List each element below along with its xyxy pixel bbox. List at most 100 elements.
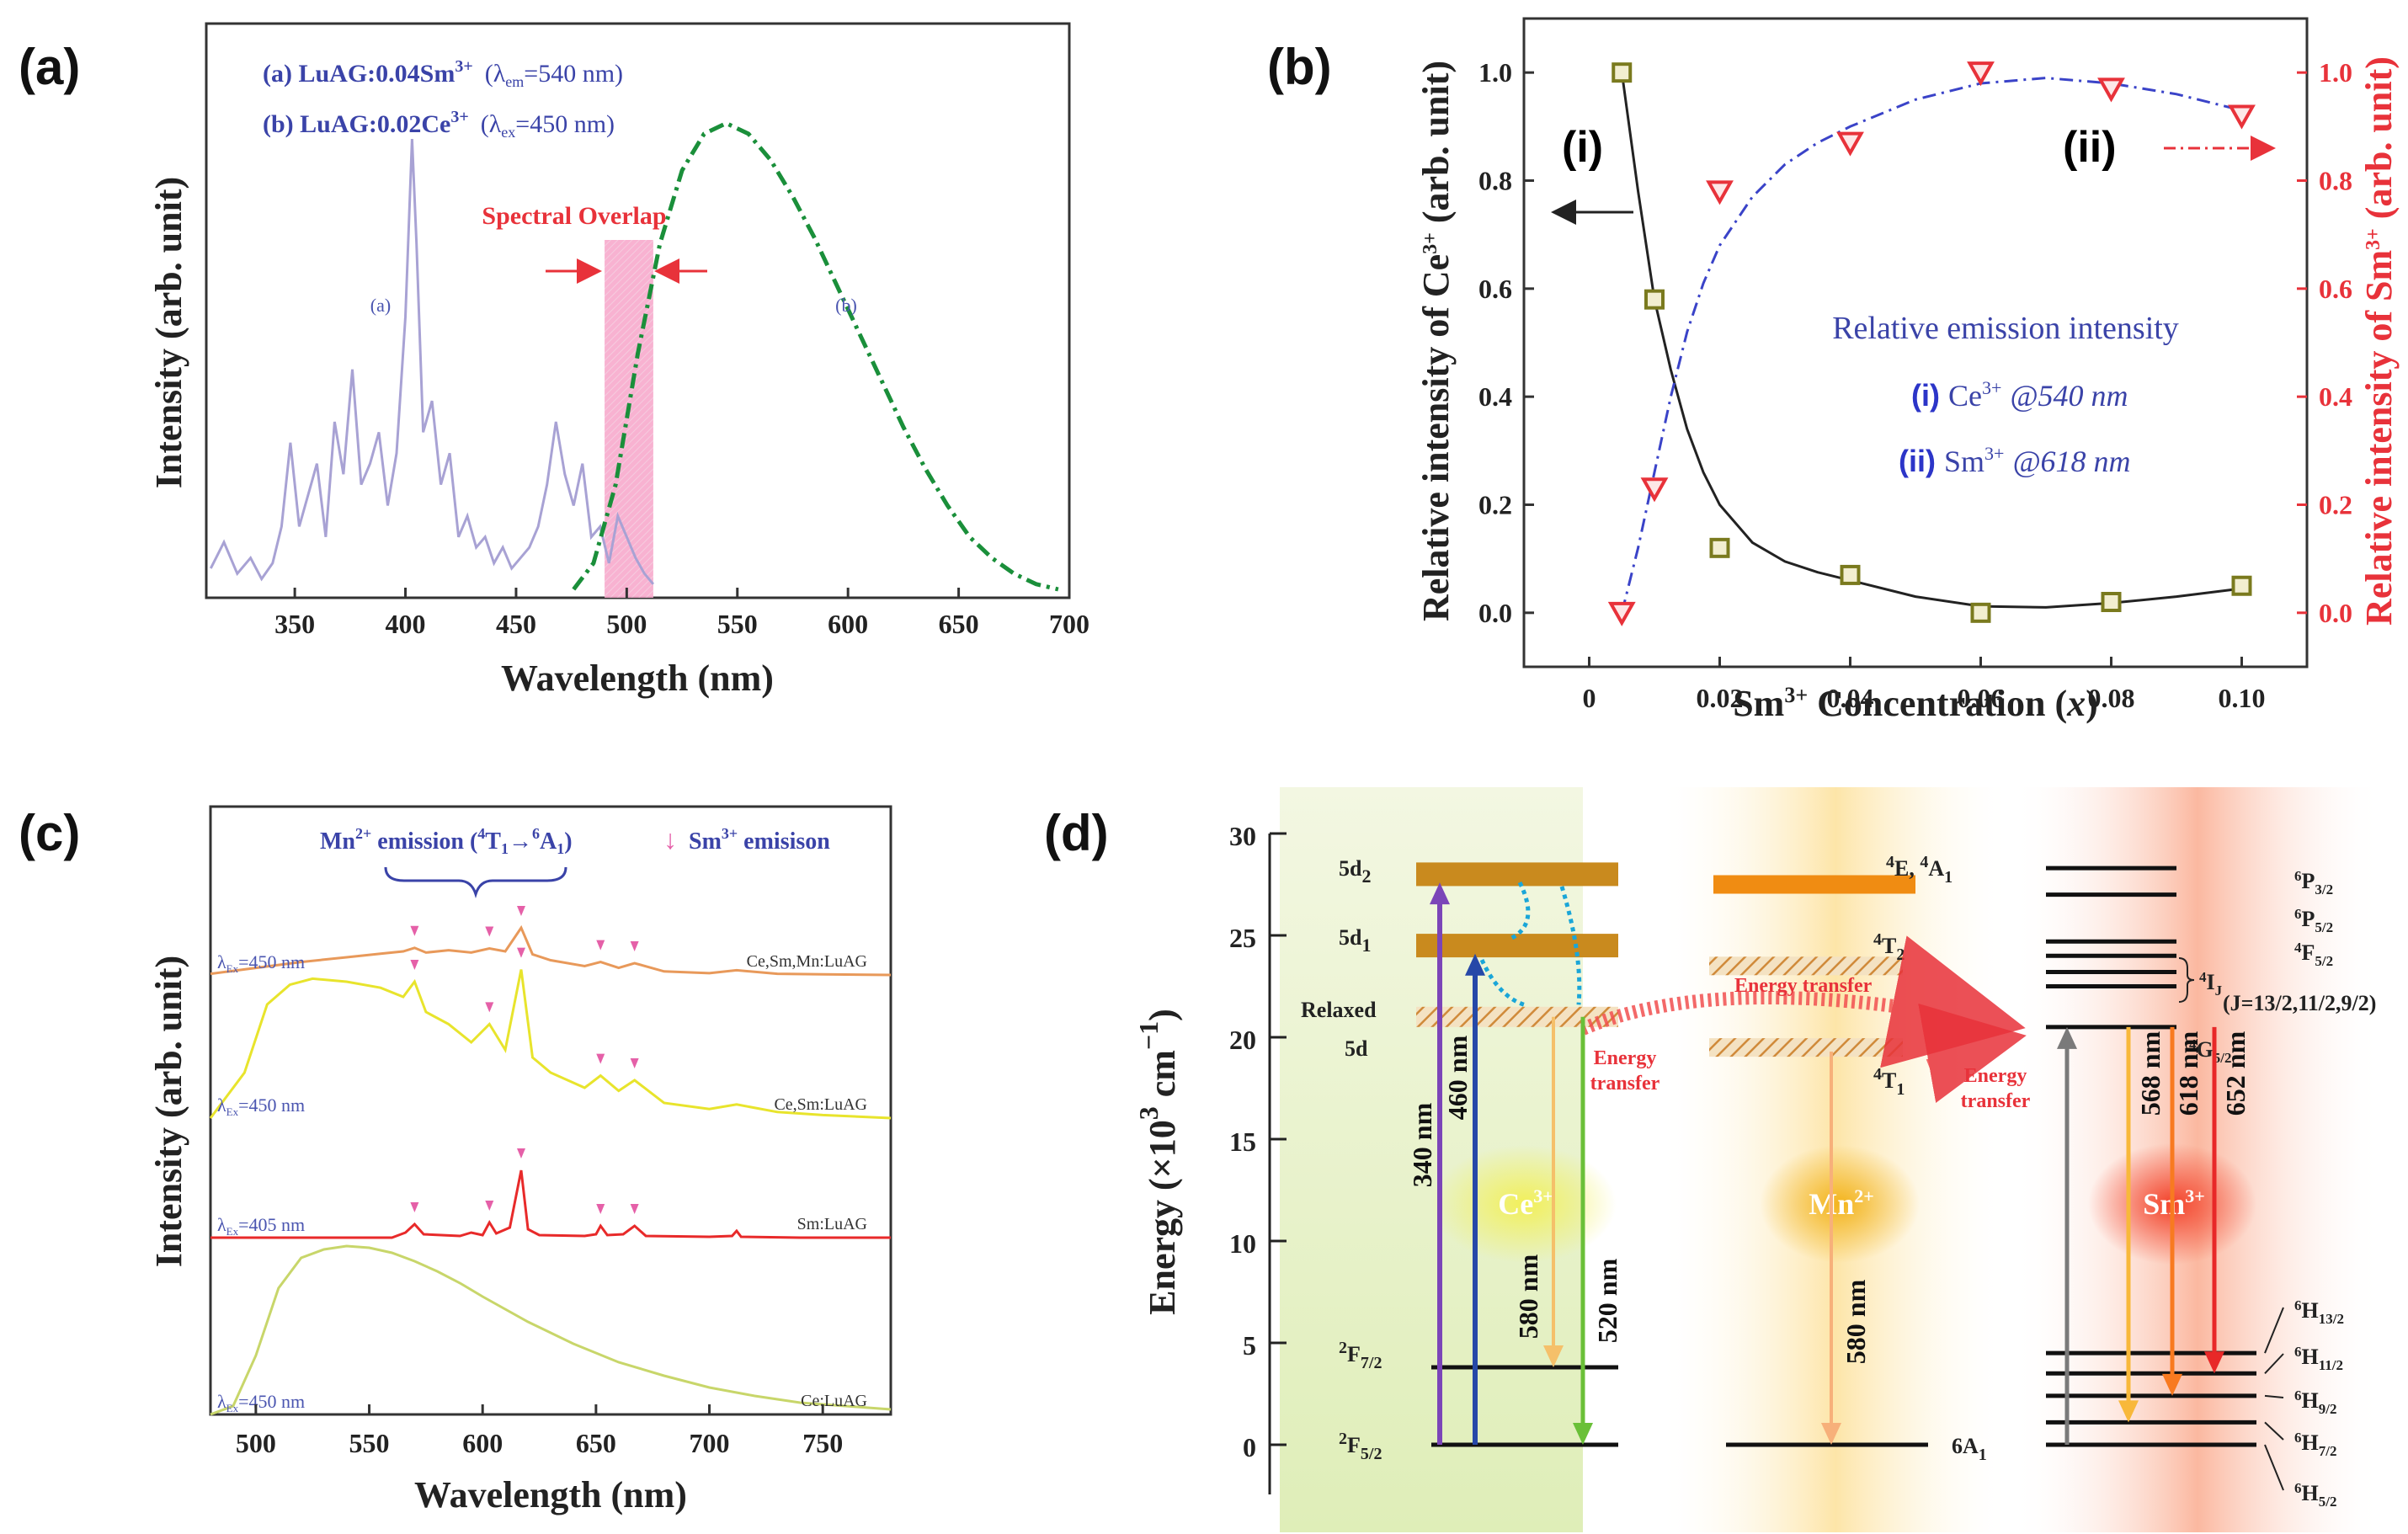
panel-d-ytick-label: 5 xyxy=(1243,1330,1256,1361)
sm-peak-marker-icon xyxy=(410,925,419,936)
sm-ex-arrow-head xyxy=(2057,1026,2077,1049)
panel-c-ylabel: Intensity (arb. unit) xyxy=(148,956,189,1267)
spectral-overlap-label: Spectral Overlap xyxy=(482,202,666,230)
panel-d-ytick-label: 10 xyxy=(1229,1228,1256,1259)
panel-b-legend-title: Relative emission intensity xyxy=(1832,311,2179,346)
sm-upper-level-label: 4IJ xyxy=(2199,969,2223,999)
panel-label-d: (d) xyxy=(1044,805,1109,861)
sm-upper-level-label: 6P3/2 xyxy=(2294,868,2333,897)
panel-b-point-i xyxy=(2101,592,2122,612)
panel-b-point-ii xyxy=(2228,104,2256,130)
curve-b-label: (b) xyxy=(835,295,857,316)
panel-c-xtick-label: 700 xyxy=(690,1428,730,1458)
panel-b-frame xyxy=(1522,17,2309,668)
panel-b-point-i xyxy=(1612,62,1633,83)
sm-peak-marker-icon xyxy=(516,906,525,916)
ce-relaxed-5d-label: 5d xyxy=(1345,1036,1368,1061)
panel-b: 0 0.02 0.04 0.06 0.08 0.10 0.0 0.0 0.2 0.2 0.4 0.4 0… xyxy=(1415,17,2400,724)
mn-4T1-label: 4T1 xyxy=(1873,1065,1905,1099)
panel-c-sample-label: Sm:LuAG xyxy=(797,1215,867,1233)
panel-c: Ce,Sm,Mn:LuAG λEx=450 nm Ce,Sm:LuAG λEx=450… xyxy=(148,805,892,1515)
ce-ex-460-label: 460 nm xyxy=(1442,1035,1473,1120)
panel-b-xtick-label: 0.06 xyxy=(1958,683,2005,713)
panel-b-ytick-left-label: 0.0 xyxy=(1478,598,1512,628)
panel-b-xtick-label: 0 xyxy=(1583,683,1596,713)
panel-a-xtick-label: 700 xyxy=(1049,609,1089,639)
panel-b-ytick-left-label: 0.8 xyxy=(1478,166,1512,196)
sm-em-568-label: 568 nm xyxy=(2135,1031,2166,1116)
panel-c-xlabel: Wavelength (nm) xyxy=(414,1474,687,1515)
panel-b-point-ii xyxy=(1836,131,1864,157)
ce-5d2-level xyxy=(1416,862,1618,887)
sm-level-connector xyxy=(2264,1353,2284,1374)
panel-a-xlabel: Wavelength (nm) xyxy=(501,658,774,699)
sm-ion-label: Sm3+ xyxy=(2143,1185,2205,1221)
ce-5d1-label: 5d1 xyxy=(1339,925,1371,956)
panel-a: 350 400 450 500 550 600 650 700 Wavelength (nm)… xyxy=(148,22,1089,699)
sm-ij-note: (J=13/2,11/2,9/2) xyxy=(2223,991,2376,1015)
ce-em-580-arrow-head xyxy=(1543,1345,1564,1368)
panel-label-b: (b) xyxy=(1267,39,1332,95)
sm-lower-level-label: 6H5/2 xyxy=(2294,1480,2336,1510)
panel-b-legend-ii: (ii) Sm3+ @618 nm xyxy=(1899,443,2131,478)
sm-peak-marker-icon xyxy=(410,960,419,970)
panel-b-point-i xyxy=(1709,537,1730,558)
panel-c-xtick-label: 650 xyxy=(576,1428,616,1458)
panel-d-ytick-label: 0 xyxy=(1243,1432,1256,1462)
sm-peak-marker-icon xyxy=(596,940,605,951)
panel-a-xtick-label: 350 xyxy=(274,609,315,639)
ce-em-580-label: 580 nm xyxy=(1513,1254,1543,1339)
panel-label-c: (c) xyxy=(19,805,80,861)
panel-b-fit-line-ii xyxy=(1620,77,2242,614)
panel-b-point-i xyxy=(2231,575,2252,596)
panel-a-ylabel: Intensity (arb. unit) xyxy=(148,177,189,488)
panel-b-ytick-right-label: 0.8 xyxy=(2319,166,2352,196)
mn-4E4A1-level xyxy=(1713,875,1915,894)
mn-ion-glow xyxy=(1760,1145,1920,1263)
sm-peak-marker-icon xyxy=(485,1002,494,1013)
panel-b-point-i xyxy=(1840,564,1861,585)
panel-a-xtick-label: 400 xyxy=(386,609,426,639)
energy-transfer-mn-to-sm xyxy=(1918,1003,2027,1103)
sm-upper-level-label: 4G5/2 xyxy=(2189,1036,2231,1066)
panel-d-ytick-label: 30 xyxy=(1229,821,1256,851)
sm-peak-marker-icon xyxy=(410,1202,419,1212)
sm-upper-level-label: 4F5/2 xyxy=(2294,940,2333,969)
mn-emission-label: Mn2+ emission (4T1→6A1) xyxy=(320,825,573,857)
energy-transfer-label-ce-2: transfer xyxy=(1590,1073,1660,1095)
panel-a-xtick-label: 650 xyxy=(939,609,979,639)
ce-em-520-label: 520 nm xyxy=(1592,1258,1622,1343)
panel-c-frame xyxy=(209,805,892,1416)
panel-a-xtick-label: 550 xyxy=(717,609,758,639)
panel-c-excitation-label: λEx=450 nm xyxy=(217,1391,305,1414)
mn-emission-brace xyxy=(384,866,567,899)
sm-peak-marker-icon xyxy=(516,947,525,958)
panel-b-ytick-left-label: 1.0 xyxy=(1478,57,1512,88)
sm-peak-marker-icon xyxy=(485,1201,494,1211)
sm-lower-level-label: 6H7/2 xyxy=(2294,1430,2336,1459)
panel-b-ytick-left-label: 0.4 xyxy=(1478,381,1512,412)
panel-b-ytick-right-label: 1.0 xyxy=(2319,57,2352,88)
sm-em-652-label: 652 nm xyxy=(2220,1031,2251,1116)
sm-peak-marker-icon xyxy=(596,1053,605,1064)
panel-b-point-ii xyxy=(1706,180,1734,205)
panel-d-ytick-label: 20 xyxy=(1229,1025,1256,1055)
ce-5d2-label: 5d2 xyxy=(1339,856,1371,887)
panel-b-xtick-label: 0.04 xyxy=(1827,683,1874,713)
ce-ion-label: Ce3+ xyxy=(1498,1185,1553,1221)
panel-a-legend-b: (b) LuAG:0.02Ce3+ (λex=450 nm) xyxy=(263,108,615,141)
sm-peak-marker-icon xyxy=(516,1148,525,1158)
ce-relaxed-5d-level xyxy=(1416,1006,1618,1027)
sm-upper-level-label: 6P5/2 xyxy=(2294,906,2333,935)
sm-level-connector xyxy=(2264,1444,2284,1491)
series-ii-label: (ii) xyxy=(2063,123,2117,172)
sm-em-652-arrow-head xyxy=(2204,1351,2224,1374)
mn-4T1-level xyxy=(1709,1038,1903,1057)
panel-d-ylabel: Energy (×103 cm−1) xyxy=(1133,1009,1183,1315)
curve-a-label: (a) xyxy=(370,295,391,316)
panel-c-sample-label: Ce,Sm:LuAG xyxy=(774,1095,867,1114)
ce-ex-340-arrow-head xyxy=(1430,882,1450,905)
sm-peak-marker-icon xyxy=(630,941,639,951)
sm-emission-label: Sm3+ emisison xyxy=(689,825,830,855)
